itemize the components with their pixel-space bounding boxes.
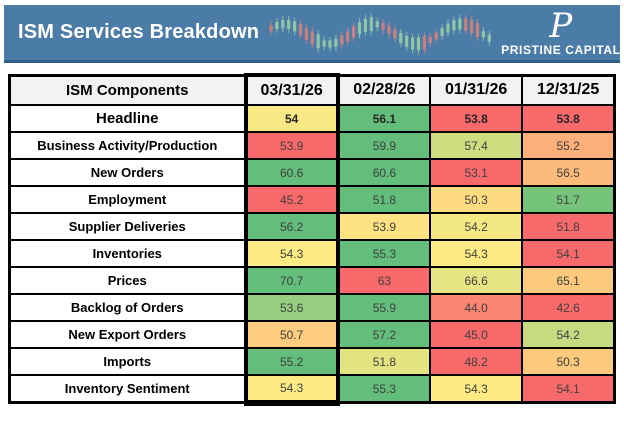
component-label: Headline	[8, 104, 247, 133]
page-title: ISM Services Breakdown	[18, 21, 260, 43]
value-cell: 51.8	[336, 347, 432, 376]
table-row: New Export Orders 50.7 57.2 45.0 54.2	[8, 320, 616, 349]
value-cell: 54.1	[521, 239, 616, 268]
value-cell: 51.7	[521, 185, 616, 214]
value-cell: 50.3	[428, 185, 524, 214]
component-label: Employment	[8, 185, 247, 214]
value-cell: 56.5	[521, 158, 616, 187]
component-label: Backlog of Orders	[8, 293, 247, 322]
value-cell: 51.8	[521, 212, 616, 241]
table-row: Inventory Sentiment 54.3 55.3 54.3 54.1	[8, 374, 616, 406]
value-cell: 57.2	[336, 320, 432, 349]
value-cell: 55.2	[243, 347, 340, 376]
value-cell: 65.1	[521, 266, 616, 295]
table-header: ISM Components 03/31/26 02/28/26 01/31/2…	[8, 73, 616, 106]
component-label: Business Activity/Production	[8, 131, 247, 160]
value-cell: 44.0	[428, 293, 524, 322]
component-label: Inventories	[8, 239, 247, 268]
value-cell: 53.9	[243, 131, 340, 160]
value-cell: 53.6	[243, 293, 340, 322]
column-header-date: 01/31/26	[428, 74, 524, 106]
value-cell: 53.9	[336, 212, 432, 241]
value-cell: 60.6	[336, 158, 432, 187]
value-cell: 66.6	[428, 266, 524, 295]
value-cell: 53.1	[428, 158, 524, 187]
table-row: Backlog of Orders 53.6 55.9 44.0 42.6	[8, 293, 616, 322]
brand-logo: P PRISTINE CAPITAL	[501, 9, 620, 56]
column-header-date: 03/31/26	[243, 73, 340, 106]
component-label: Imports	[8, 347, 247, 376]
table-row: Prices 70.7 63 66.6 65.1	[8, 266, 616, 295]
table-row: New Orders 60.6 60.6 53.1 56.5	[8, 158, 616, 187]
value-cell: 54.3	[243, 374, 340, 406]
value-cell: 55.3	[336, 374, 432, 404]
value-cell: 53.8	[428, 104, 524, 133]
header-row: ISM Components 03/31/26 02/28/26 01/31/2…	[8, 73, 616, 106]
value-cell: 54.3	[428, 374, 524, 404]
brand-monogram-icon: P	[549, 6, 573, 46]
table-row: Business Activity/Production 53.9 59.9 57.…	[8, 131, 616, 160]
value-cell: 50.7	[243, 320, 340, 349]
table-row: Employment 45.2 51.8 50.3 51.7	[8, 185, 616, 214]
value-cell: 42.6	[521, 293, 616, 322]
component-label: Supplier Deliveries	[8, 212, 247, 241]
value-cell: 55.9	[336, 293, 432, 322]
value-cell: 45.2	[243, 185, 340, 214]
value-cell: 70.7	[243, 266, 340, 295]
candlestick-chart-graphic	[269, 12, 492, 54]
table-row: Inventories 54.3 55.3 54.3 54.1	[8, 239, 616, 268]
value-cell: 55.2	[521, 131, 616, 160]
value-cell: 59.9	[336, 131, 432, 160]
component-label: Inventory Sentiment	[8, 374, 247, 404]
value-cell: 53.8	[521, 104, 616, 133]
value-cell: 55.3	[336, 239, 432, 268]
table-row: Supplier Deliveries 56.2 53.9 54.2 51.8	[8, 212, 616, 241]
corner-header: ISM Components	[8, 74, 247, 106]
table-body: Headline 54 56.1 53.8 53.8 Business Activit…	[8, 104, 616, 406]
table-row: Imports 55.2 51.8 48.2 50.3	[8, 347, 616, 376]
component-label: New Export Orders	[8, 320, 247, 349]
value-cell: 63	[336, 266, 432, 295]
value-cell: 57.4	[428, 131, 524, 160]
brand-name: PRISTINE CAPITAL	[501, 43, 621, 57]
value-cell: 60.6	[243, 158, 340, 187]
component-label: Prices	[8, 266, 247, 295]
component-label: New Orders	[8, 158, 247, 187]
value-cell: 54	[243, 104, 340, 133]
value-cell: 48.2	[428, 347, 524, 376]
value-cell: 51.8	[336, 185, 432, 214]
ism-heatmap-table: ISM Components 03/31/26 02/28/26 01/31/2…	[8, 73, 616, 406]
value-cell: 56.1	[336, 104, 432, 133]
value-cell: 54.2	[428, 212, 524, 241]
column-header-date: 02/28/26	[336, 74, 432, 106]
banner: ISM Services Breakdown P PRISTINE CAPITA…	[4, 5, 620, 63]
value-cell: 54.3	[428, 239, 524, 268]
value-cell: 54.1	[521, 374, 616, 404]
value-cell: 54.2	[521, 320, 616, 349]
value-cell: 50.3	[521, 347, 616, 376]
table-row: Headline 54 56.1 53.8 53.8	[8, 104, 616, 133]
value-cell: 45.0	[428, 320, 524, 349]
value-cell: 54.3	[243, 239, 340, 268]
value-cell: 56.2	[243, 212, 340, 241]
column-header-date: 12/31/25	[521, 74, 616, 106]
